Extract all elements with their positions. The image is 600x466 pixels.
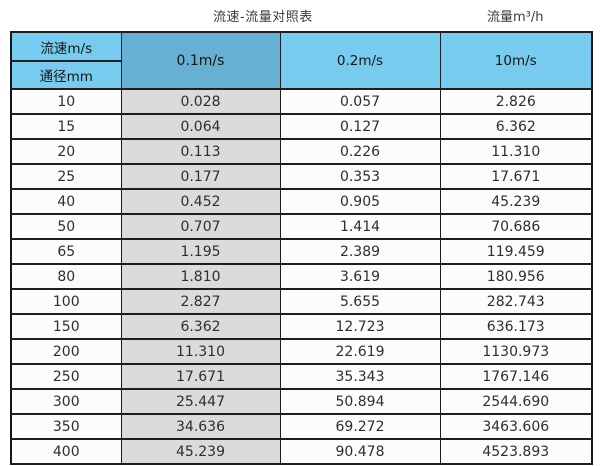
flow-value-cell: 1130.973 [439, 338, 593, 365]
flow-value-cell: 34.636 [120, 413, 281, 440]
flow-value-cell: 0.028 [120, 88, 281, 115]
table-row: 10 0.028 0.057 2.826 [10, 88, 593, 115]
page-header: 流速-流量对照表 流量m³/h [0, 0, 600, 31]
flow-value-cell: 636.173 [439, 313, 593, 340]
diameter-cell: 25 [10, 163, 122, 190]
diameter-cell: 40 [10, 188, 122, 215]
diameter-cell: 65 [10, 238, 122, 265]
table-body: 10 0.028 0.057 2.826 15 0.064 0.127 6.362 20 0.11… [10, 88, 593, 465]
flow-rate-table: 流速m/s 0.1m/s 0.2m/s 10m/s 通径mm 10 0.028 0.… [10, 31, 593, 465]
diameter-cell: 350 [10, 413, 122, 440]
flow-value-cell: 17.671 [120, 363, 281, 390]
diameter-cell: 400 [10, 438, 122, 465]
diameter-cell: 200 [10, 338, 122, 365]
flow-value-cell: 0.452 [120, 188, 281, 215]
diameter-cell: 20 [10, 138, 122, 165]
flow-value-cell: 0.177 [120, 163, 281, 190]
flow-value-cell: 45.239 [439, 188, 593, 215]
flow-value-cell: 17.671 [439, 163, 593, 190]
flow-unit-label: 流量m³/h [487, 10, 544, 25]
flow-value-cell: 2544.690 [439, 388, 593, 415]
flow-value-cell: 6.362 [439, 113, 593, 140]
flow-value-cell: 25.447 [120, 388, 281, 415]
flow-value-cell: 5.655 [279, 288, 441, 315]
table-row: 400 45.239 90.478 4523.893 [10, 438, 593, 465]
corner-header-diameter: 通径mm [10, 60, 122, 90]
diameter-cell: 250 [10, 363, 122, 390]
flow-value-cell: 0.064 [120, 113, 281, 140]
flow-value-cell: 0.057 [279, 88, 441, 115]
table-row: 150 6.362 12.723 636.173 [10, 313, 593, 340]
flow-value-cell: 0.226 [279, 138, 441, 165]
flow-value-cell: 45.239 [120, 438, 281, 465]
table-row: 65 1.195 2.389 119.459 [10, 238, 593, 265]
corner-header-velocity: 流速m/s [10, 31, 122, 62]
flow-value-cell: 4523.893 [439, 438, 593, 465]
flow-value-cell: 282.743 [439, 288, 593, 315]
table-row: 20 0.113 0.226 11.310 [10, 138, 593, 165]
table-row: 100 2.827 5.655 282.743 [10, 288, 593, 315]
diameter-cell: 300 [10, 388, 122, 415]
diameter-cell: 15 [10, 113, 122, 140]
flow-value-cell: 180.956 [439, 263, 593, 290]
table-row: 40 0.452 0.905 45.239 [10, 188, 593, 215]
flow-value-cell: 0.353 [279, 163, 441, 190]
table-row: 50 0.707 1.414 70.686 [10, 213, 593, 240]
diameter-cell: 50 [10, 213, 122, 240]
flow-value-cell: 1.414 [279, 213, 441, 240]
flow-value-cell: 35.343 [279, 363, 441, 390]
flow-value-cell: 50.894 [279, 388, 441, 415]
flow-value-cell: 0.127 [279, 113, 441, 140]
table-row: 15 0.064 0.127 6.362 [10, 113, 593, 140]
diameter-cell: 150 [10, 313, 122, 340]
flow-value-cell: 3463.606 [439, 413, 593, 440]
flow-value-cell: 69.272 [279, 413, 441, 440]
flow-value-cell: 12.723 [279, 313, 441, 340]
flow-value-cell: 70.686 [439, 213, 593, 240]
diameter-cell: 100 [10, 288, 122, 315]
column-header-0-1ms: 0.1m/s [120, 31, 281, 90]
flow-value-cell: 1.810 [120, 263, 281, 290]
flow-value-cell: 90.478 [279, 438, 441, 465]
table-row: 250 17.671 35.343 1767.146 [10, 363, 593, 390]
flow-value-cell: 1.195 [120, 238, 281, 265]
table-row: 300 25.447 50.894 2544.690 [10, 388, 593, 415]
flow-value-cell: 2.827 [120, 288, 281, 315]
table-row: 350 34.636 69.272 3463.606 [10, 413, 593, 440]
flow-value-cell: 11.310 [120, 338, 281, 365]
flow-value-cell: 22.619 [279, 338, 441, 365]
flow-value-cell: 3.619 [279, 263, 441, 290]
flow-value-cell: 6.362 [120, 313, 281, 340]
flow-value-cell: 1767.146 [439, 363, 593, 390]
flow-value-cell: 0.113 [120, 138, 281, 165]
flow-value-cell: 0.905 [279, 188, 441, 215]
diameter-cell: 10 [10, 88, 122, 115]
table-row: 25 0.177 0.353 17.671 [10, 163, 593, 190]
table-header: 流速m/s 0.1m/s 0.2m/s 10m/s 通径mm [10, 31, 593, 90]
flow-value-cell: 0.707 [120, 213, 281, 240]
flow-value-cell: 11.310 [439, 138, 593, 165]
flow-value-cell: 2.389 [279, 238, 441, 265]
flow-value-cell: 119.459 [439, 238, 593, 265]
diameter-cell: 80 [10, 263, 122, 290]
flow-value-cell: 2.826 [439, 88, 593, 115]
table-row: 200 11.310 22.619 1130.973 [10, 338, 593, 365]
column-header-10ms: 10m/s [439, 31, 593, 90]
column-header-0-2ms: 0.2m/s [279, 31, 441, 90]
table-row: 80 1.810 3.619 180.956 [10, 263, 593, 290]
page-title: 流速-流量对照表 [213, 10, 313, 25]
